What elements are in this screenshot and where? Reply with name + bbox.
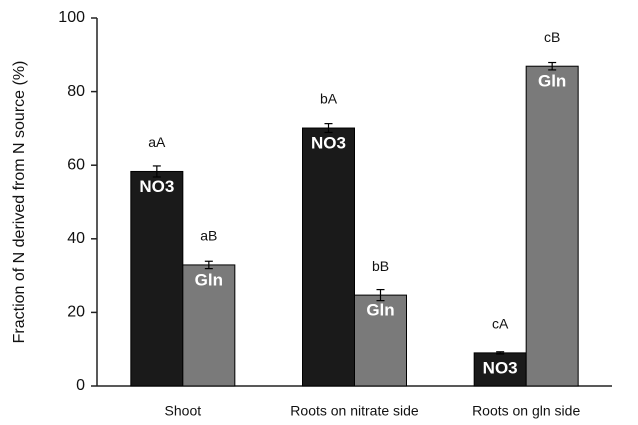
y-axis-label: Fraction of N derived from N source (%) [11, 61, 28, 344]
bar [130, 170, 184, 387]
y-tick-label: 40 [67, 230, 85, 247]
significance-letter: cB [544, 29, 560, 45]
significance-letter: aA [148, 134, 166, 150]
bar-series-label: Gln [538, 72, 566, 91]
significance-letter: bB [372, 258, 389, 274]
bar [182, 264, 236, 387]
bar [473, 352, 527, 387]
bar-series-label: Gln [195, 270, 223, 289]
y-tick-label: 80 [67, 83, 85, 100]
x-tick-label: Roots on gln side [472, 403, 580, 419]
significance-letter: cA [492, 316, 509, 332]
y-tick-label: 60 [67, 156, 85, 173]
significance-letter: bA [320, 91, 338, 107]
significance-letter: aB [200, 228, 217, 244]
y-tick-label: 20 [67, 304, 85, 321]
y-tick-label: 100 [58, 9, 85, 26]
x-tick-label: Roots on nitrate side [290, 403, 419, 419]
bar [525, 65, 579, 387]
x-tick-label: Shoot [165, 403, 202, 419]
bar-series-label: NO3 [139, 177, 174, 196]
bar [302, 127, 355, 387]
bar-series-label: Gln [366, 301, 394, 320]
y-tick-label: 0 [76, 377, 85, 394]
bar-series-label: NO3 [483, 358, 518, 377]
bar-series-label: NO3 [311, 134, 346, 153]
bar [354, 294, 407, 387]
